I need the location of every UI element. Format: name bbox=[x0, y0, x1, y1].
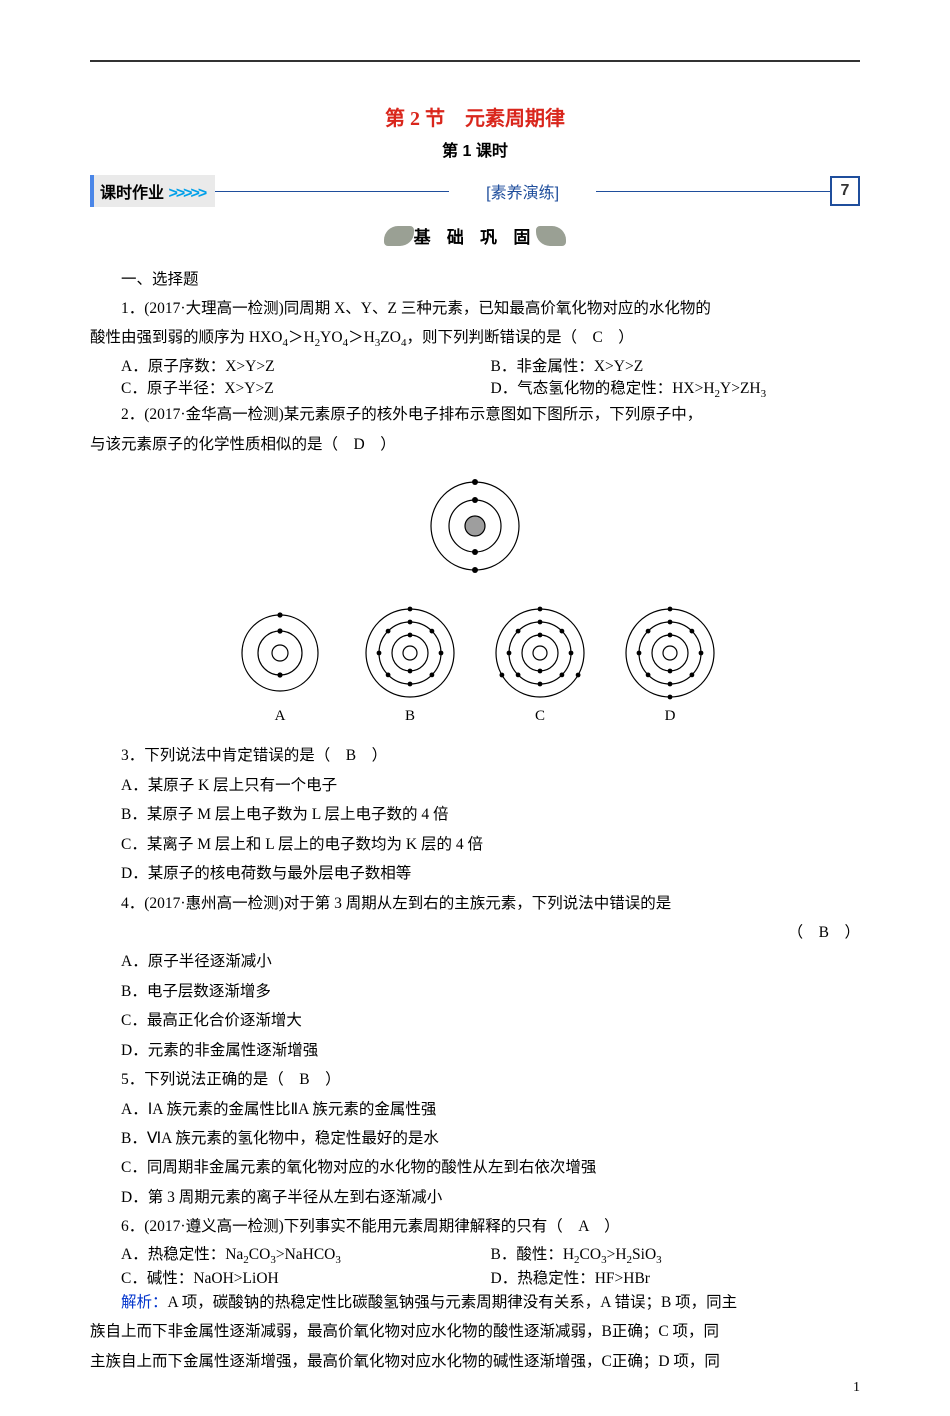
title-num: 2 bbox=[410, 108, 420, 130]
q1-s2b: ＞H bbox=[288, 329, 315, 346]
section-heading: 一、选择题 bbox=[90, 265, 860, 294]
q5-C: C．同周期非金属元素的氧化物对应的水化物的酸性从左到右依次增强 bbox=[90, 1153, 860, 1182]
q6-row2: C．碱性：NaOH>LiOH D．热稳定性：HF>HBr bbox=[90, 1266, 860, 1288]
q6-B-sio: SiO bbox=[632, 1246, 656, 1263]
q5-D: D．第 3 周期元素的离子半径从左到右逐渐减小 bbox=[90, 1183, 860, 1212]
q3-D: D．某原子的核电荷数与最外层电子数相等 bbox=[90, 859, 860, 888]
banner-page-box: 7 bbox=[830, 176, 860, 206]
explain-t1: A 项，碳酸钠的热稳定性比碳酸氢钠强与元素周期律没有关系，A 错误；B 项，同主 bbox=[168, 1294, 738, 1311]
q6-A: A．热稳定性：Na2CO3>NaHCO3 bbox=[121, 1246, 341, 1263]
q3-A: A．某原子 K 层上只有一个电子 bbox=[90, 771, 860, 800]
q4-C: C．最高正化合价逐渐增大 bbox=[90, 1006, 860, 1035]
q6-stem: 6．(2017·遵义高一检测)下列事实不能用元素周期律解释的只有（ A ） bbox=[90, 1212, 860, 1241]
q3-C: C．某离子 M 层上和 L 层上的电子数均为 K 层的 4 倍 bbox=[90, 830, 860, 859]
title-pre: 第 bbox=[385, 108, 410, 130]
banner-mid-text: [素养演练] bbox=[486, 185, 559, 202]
q6-B-pre: B．酸性：H bbox=[491, 1246, 575, 1263]
q1-s2c: ＞H bbox=[348, 329, 375, 346]
title-post: 节 元素周期律 bbox=[420, 108, 565, 130]
pill-label: 基 础 巩 固 bbox=[384, 223, 567, 248]
page-number: 1 bbox=[853, 1380, 860, 1396]
q3-B: B．某原子 M 层上电子数为 L 层上电子数的 4 倍 bbox=[90, 800, 860, 829]
q6-C: C．碱性：NaOH>LiOH bbox=[121, 1270, 279, 1287]
svg-text:B: B bbox=[405, 708, 415, 724]
q6-B-mid2: >H bbox=[607, 1246, 627, 1263]
explain-line2: 族自上而下非金属性逐渐减弱，最高价氧化物对应水化物的酸性逐渐减弱，B正确；C 项… bbox=[90, 1317, 860, 1346]
q3-stem: 3．下列说法中肯定错误的是（ B ） bbox=[90, 741, 860, 770]
q2-main-diagram bbox=[90, 471, 860, 586]
q6-row1: A．热稳定性：Na2CO3>NaHCO3 B．酸性：H2CO3>H2SiO3 bbox=[90, 1242, 860, 1266]
banner-row: 课时作业 >>>>> [素养演练] 7 bbox=[90, 175, 860, 207]
q1-stem-line2: 酸性由强到弱的顺序为 HXO4＞H2YO4＞H3ZO4，则下列判断错误的是（ C… bbox=[90, 323, 860, 354]
q4-stem: 4．(2017·惠州高一检测)对于第 3 周期从左到右的主族元素，下列说法中错误… bbox=[90, 889, 860, 918]
banner-arrows: >>>>> bbox=[168, 185, 205, 202]
q2-stem-line2: 与该元素原子的化学性质相似的是（ D ） bbox=[90, 430, 860, 459]
top-rule bbox=[90, 60, 860, 62]
q6-B-mid: CO bbox=[580, 1246, 602, 1263]
q5-stem: 5．下列说法正确的是（ B ） bbox=[90, 1065, 860, 1094]
q1-optC: C．原子半径：X>Y>Z bbox=[121, 380, 274, 397]
q6-A-mid: CO bbox=[249, 1246, 271, 1263]
explain-line1: 解析：A 项，碳酸钠的热稳定性比碳酸氢钠强与元素周期律没有关系，A 错误；B 项… bbox=[90, 1288, 860, 1317]
q6-D: D．热稳定性：HF>HBr bbox=[491, 1270, 650, 1287]
svg-text:D: D bbox=[665, 708, 676, 724]
q1-s2d: ，则下列判断错误的是（ C ） bbox=[406, 329, 633, 346]
banner-left-text: 课时作业 bbox=[100, 185, 164, 202]
banner-left: 课时作业 >>>>> bbox=[90, 175, 215, 207]
q5-A: A．ⅠA 族元素的金属性比ⅡA 族元素的金属性强 bbox=[90, 1095, 860, 1124]
q6-A-post: >NaHCO bbox=[276, 1246, 336, 1263]
q1-options-row2: C．原子半径：X>Y>Z D．气态氢化物的稳定性：HX>H2Y>ZH3 bbox=[90, 376, 860, 400]
q1-optD-pre: D．气态氢化物的稳定性：HX>H bbox=[491, 380, 715, 397]
q1-s2a: 酸性由强到弱的顺序为 HXO bbox=[90, 329, 282, 346]
q1-optB: B．非金属性：X>Y>Z bbox=[491, 358, 644, 375]
banner-mid: [素养演练] bbox=[215, 179, 830, 203]
q1-optA: A．原子序数：X>Y>Z bbox=[121, 358, 275, 375]
pill-text: 基 础 巩 固 bbox=[414, 223, 537, 248]
svg-text:C: C bbox=[535, 708, 545, 724]
q2-stem-line1: 2．(2017·金华高一检测)某元素原子的核外电子排布示意图如下图所示，下列原子… bbox=[90, 400, 860, 429]
q1-stem-line1: 1．(2017·大理高一检测)同周期 X、Y、Z 三种元素，已知最高价氧化物对应… bbox=[90, 294, 860, 323]
q4-B: B．电子层数逐渐增多 bbox=[90, 977, 860, 1006]
q1-optD-y: Y>ZH bbox=[720, 380, 761, 397]
q1-optD: D．气态氢化物的稳定性：HX>H2Y>ZH3 bbox=[491, 380, 767, 397]
q1-s2cz: ZO bbox=[380, 329, 401, 346]
q4-A: A．原子半径逐渐减小 bbox=[90, 947, 860, 976]
leaf-icon-right bbox=[536, 226, 566, 246]
banner-page-num: 7 bbox=[841, 182, 850, 200]
explain-label: 解析： bbox=[121, 1294, 168, 1311]
atom-diagram-options: A B C bbox=[215, 598, 735, 728]
pill-row: 基 础 巩 固 bbox=[90, 223, 860, 251]
q6-A-pre: A．热稳定性：Na bbox=[121, 1246, 243, 1263]
q4-D: D．元素的非金属性逐渐增强 bbox=[90, 1036, 860, 1065]
q1-options-row1: A．原子序数：X>Y>Z B．非金属性：X>Y>Z bbox=[90, 354, 860, 376]
chapter-title: 第 2 节 元素周期律 bbox=[90, 102, 860, 131]
q5-B: B．ⅥA 族元素的氢化物中，稳定性最好的是水 bbox=[90, 1124, 860, 1153]
svg-text:A: A bbox=[275, 708, 286, 724]
q2-options-diagrams: A B C bbox=[90, 598, 860, 733]
lesson-subtitle: 第 1 课时 bbox=[90, 137, 860, 161]
q6-B: B．酸性：H2CO3>H2SiO3 bbox=[491, 1246, 662, 1263]
explain-line3: 主族自上而下金属性逐渐增强，最高价氧化物对应水化物的碱性逐渐增强，C正确；D 项… bbox=[90, 1347, 860, 1376]
q4-answer: （ B ） bbox=[90, 918, 860, 947]
q1-s2by: YO bbox=[320, 329, 342, 346]
leaf-icon-left bbox=[384, 226, 414, 246]
atom-diagram-main bbox=[420, 471, 530, 581]
